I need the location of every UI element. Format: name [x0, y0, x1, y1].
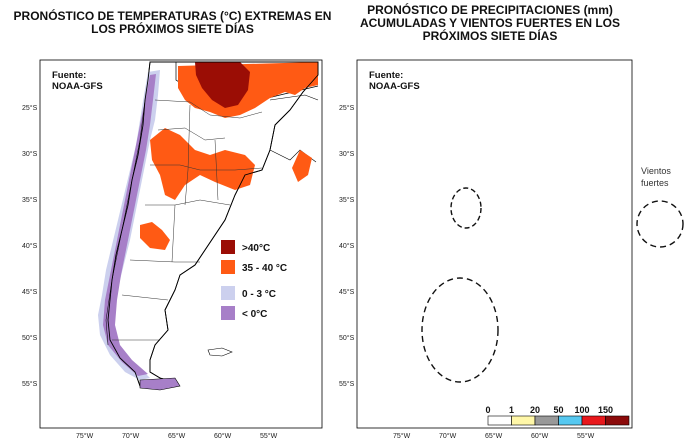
lat-tick: 50°S: [339, 334, 355, 342]
chile-coast: [105, 99, 146, 346]
hot-zone-35-40: [150, 128, 255, 200]
colorbar-segment: [511, 415, 536, 426]
lat-tick: 45°S: [22, 288, 38, 296]
lon-tick: 70°W: [439, 432, 457, 440]
legend-label-35-40: 35 - 40 °C: [242, 263, 287, 274]
lat-tick: 25°S: [339, 104, 355, 112]
legend-swatch-0-3: [221, 286, 235, 300]
lon-tick: 55°W: [577, 432, 595, 440]
lat-tick: 40°S: [22, 242, 38, 250]
lat-tick: 55°S: [22, 380, 38, 388]
wind-legend-line2: fuertes: [641, 178, 669, 188]
left-map-title: PRONÓSTICO DE TEMPERATURAS (°C) EXTREMAS…: [13, 9, 332, 36]
lat-tick: 35°S: [22, 196, 38, 204]
left-lon-axis: 75°W 70°W 65°W 60°W 55°W: [76, 432, 278, 440]
legend-label-below-0: < 0°C: [242, 309, 267, 320]
right-source-label: Fuente:: [369, 70, 403, 81]
colorbar-segment: [558, 415, 583, 426]
left-source-label: Fuente:: [52, 70, 86, 81]
strong-wind-area: [450, 187, 482, 229]
lon-tick: 55°W: [260, 432, 278, 440]
legend-swatch-below-0: [221, 306, 235, 320]
left-lat-axis: 25°S 30°S 35°S 40°S 45°S 50°S 55°S: [22, 104, 38, 388]
right-source-value: NOAA-GFS: [369, 81, 420, 92]
lon-tick: 75°W: [393, 432, 411, 440]
lat-tick: 40°S: [339, 242, 355, 250]
lat-tick: 35°S: [339, 196, 355, 204]
right-lat-axis: 25°S 30°S 35°S 40°S 45°S 50°S 55°S: [339, 104, 355, 388]
legend-label-0-3: 0 - 3 °C: [242, 289, 276, 300]
colorbar-label: 0: [485, 405, 490, 415]
wind-legend-symbol: [636, 200, 684, 248]
hot-zone-35-40: [292, 150, 312, 182]
lon-tick: 75°W: [76, 432, 94, 440]
tierra-del-fuego: [139, 377, 181, 391]
colorbar-label: 50: [553, 405, 563, 415]
lon-tick: 65°W: [485, 432, 503, 440]
right-lon-axis: 75°W 70°W 65°W 60°W 55°W: [393, 432, 595, 440]
malvinas: [207, 347, 233, 357]
legend-swatch-35-40: [221, 260, 235, 274]
lat-tick: 55°S: [339, 380, 355, 388]
left-source-value: NOAA-GFS: [52, 81, 103, 92]
lat-tick: 30°S: [339, 150, 355, 158]
colorbar-segment: [605, 415, 630, 426]
hot-zone-35-40: [140, 222, 170, 250]
lat-tick: 30°S: [22, 150, 38, 158]
hot-zone-above-40: [195, 62, 250, 108]
legend-swatch-above-40: [221, 240, 235, 254]
lon-tick: 60°W: [214, 432, 232, 440]
lat-tick: 45°S: [339, 288, 355, 296]
colorbar-segment: [581, 415, 606, 426]
colorbar-label: 100: [574, 405, 589, 415]
colorbar-label: 150: [598, 405, 613, 415]
province-borders: [112, 99, 263, 341]
colorbar-segment: [487, 415, 512, 426]
right-map: Fuente: NOAA-GFS 0 1 20 50 100 150 25°S 30°S …: [339, 59, 633, 440]
left-map: Fuente: NOAA-GFS >40°C 35 - 40 °C 0 - 3 …: [22, 59, 323, 440]
colorbar-segment: [534, 415, 559, 426]
lon-tick: 65°W: [168, 432, 186, 440]
lat-tick: 50°S: [22, 334, 38, 342]
right-map-frame: [356, 59, 633, 429]
colorbar-label: 20: [530, 405, 540, 415]
wind-legend-line1: Vientos: [641, 166, 671, 176]
precip-colorbar: 0 1 20 50 100 150: [485, 405, 630, 426]
strong-wind-area: [421, 277, 499, 383]
lat-tick: 25°S: [22, 104, 38, 112]
cold-zone-below-0: [103, 74, 156, 376]
lon-tick: 60°W: [531, 432, 549, 440]
lon-tick: 70°W: [122, 432, 140, 440]
colorbar-label: 1: [509, 405, 514, 415]
right-map-title: PRONÓSTICO DE PRECIPITACIONES (mm) ACUMU…: [359, 3, 621, 43]
legend-label-above-40: >40°C: [242, 243, 270, 254]
brazil-border: [269, 94, 319, 101]
